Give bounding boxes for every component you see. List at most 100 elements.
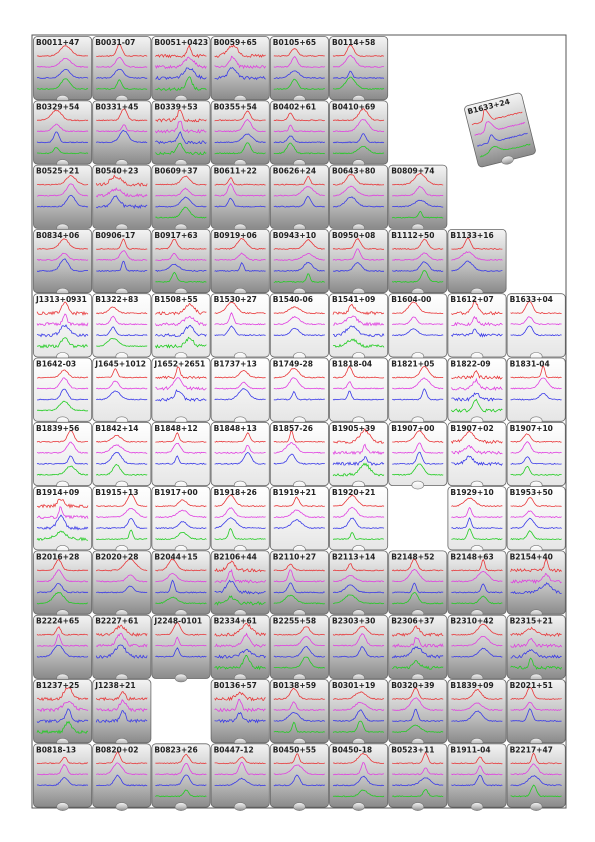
profile-trace (214, 432, 266, 443)
piece-group: B1907+10 (506, 421, 566, 490)
profile-trace (95, 174, 148, 187)
piece-label: B0823+26 (154, 745, 197, 754)
profile-trace (214, 648, 266, 659)
profile-trace (332, 584, 385, 594)
profile-trace (332, 427, 385, 444)
piece-label: B1919+21 (273, 488, 316, 497)
piece-group: B1133+16 (447, 228, 507, 297)
piece-group: B2020+28 (92, 550, 152, 619)
profile-trace (392, 199, 444, 208)
profile-trace (36, 441, 89, 454)
profile-trace (332, 462, 385, 477)
profile-trace (36, 78, 89, 90)
piece-group: B1842+14 (92, 421, 152, 490)
profile-trace (95, 380, 148, 390)
piece-label: B0105+65 (273, 38, 316, 47)
piece-group: B2113+14 (329, 550, 389, 619)
profile-trace (155, 509, 207, 519)
profile-trace (96, 585, 148, 594)
profile-trace (36, 429, 89, 443)
profile-trace (155, 120, 207, 134)
piece-label: B1822-09 (450, 360, 490, 369)
piece-label: B1842+14 (95, 424, 138, 433)
profile-trace (391, 558, 444, 572)
piece-group: B1848+13 (210, 421, 270, 490)
profile-trace (510, 784, 562, 798)
profile-trace (332, 531, 385, 541)
profile-trace (36, 506, 89, 520)
profile-trace (476, 132, 528, 147)
piece-group: B2021+51 (506, 679, 566, 747)
piece-label: B1915+13 (95, 488, 138, 497)
profile-trace (36, 45, 88, 57)
profile-trace (214, 452, 266, 465)
piece-group: B0609+37 (151, 164, 211, 233)
profile-trace (332, 645, 385, 658)
profile-trace (214, 252, 266, 261)
profile-trace (332, 752, 385, 765)
profile-trace (95, 79, 148, 90)
piece-label: B1920+21 (332, 488, 375, 497)
profile-trace (36, 194, 89, 208)
piece-label: B0643+80 (332, 167, 375, 176)
piece-tab (411, 480, 425, 490)
profile-trace (155, 142, 207, 156)
profile-trace (392, 767, 444, 776)
profile-trace (96, 529, 148, 540)
piece-label: B1929+10 (450, 488, 493, 497)
profile-trace (332, 366, 385, 379)
profile-trace (155, 175, 207, 186)
piece-label: B0611+22 (214, 167, 257, 176)
piece-label: B0809+74 (391, 167, 434, 176)
profile-trace (510, 637, 562, 649)
profile-trace (214, 388, 266, 401)
profile-trace (96, 762, 148, 776)
piece-group: B1839+09 (447, 679, 507, 747)
profile-trace (36, 700, 89, 713)
profile-trace (214, 595, 266, 606)
piece-group: B0329+54 (33, 100, 93, 168)
profile-trace (273, 430, 325, 443)
profile-trace (510, 456, 562, 465)
profile-trace (96, 326, 148, 337)
piece-label: B1642-03 (36, 360, 76, 369)
piece-group: B0450-18 (329, 743, 389, 811)
piece-label: B2110+27 (273, 552, 316, 561)
piece-group: B0950+08 (329, 228, 389, 297)
profile-trace (95, 463, 148, 476)
profile-trace (95, 624, 148, 637)
profile-trace (332, 146, 385, 155)
profile-trace (155, 521, 207, 530)
piece-group: B1857-26 (269, 421, 329, 490)
piece-group: B2303+30 (329, 614, 389, 683)
profile-trace (95, 434, 148, 443)
piece-group: B0540+23 (92, 164, 152, 233)
profile-trace (510, 433, 562, 443)
profile-trace (155, 196, 207, 208)
piece-group: B2306+37 (388, 614, 448, 683)
profile-trace (155, 596, 207, 605)
profile-trace (273, 368, 325, 379)
piece-group: B1929+10 (447, 486, 507, 554)
profile-trace (214, 369, 266, 379)
profile-trace (273, 135, 326, 144)
profile-trace (273, 273, 325, 283)
piece-label: B2306+37 (391, 617, 434, 626)
profile-trace (273, 582, 325, 594)
profile-trace (451, 688, 503, 700)
piece-label: B0329+54 (36, 102, 79, 111)
piece-label: B0820+02 (95, 745, 138, 754)
profile-trace (273, 124, 325, 133)
profile-trace (155, 531, 207, 541)
piece-group: B1633+04 (506, 293, 566, 361)
profile-trace (96, 699, 148, 713)
profile-trace (451, 756, 503, 765)
piece-group: B2106+44 (210, 550, 270, 619)
profile-trace (155, 316, 207, 327)
piece-label: B1237+25 (36, 681, 79, 690)
profile-trace (332, 44, 385, 57)
profile-trace (214, 632, 266, 648)
profile-trace (392, 463, 444, 476)
profile-trace (510, 572, 562, 585)
piece-tab (56, 802, 69, 811)
